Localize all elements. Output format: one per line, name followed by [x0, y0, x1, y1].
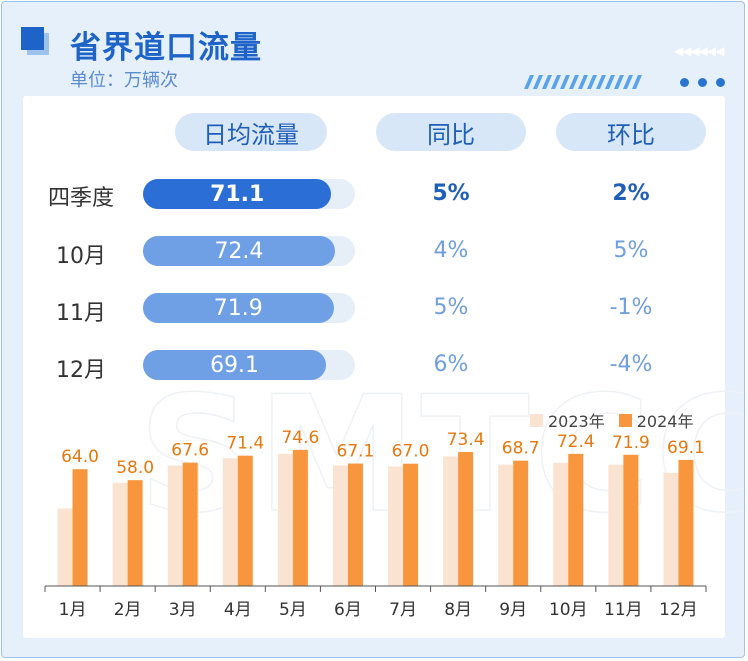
page-title: 省界道口流量	[70, 30, 262, 66]
row-bar-dec: 69.1	[143, 350, 327, 380]
watermark: SMTCC	[137, 360, 745, 549]
legend-label-2024: 2024年	[636, 412, 694, 431]
row-bar-q4: 71.1	[143, 179, 332, 209]
dots-decoration-icon	[680, 78, 725, 87]
row-bar-track: 69.1	[143, 350, 355, 380]
square-logo-icon	[21, 27, 49, 55]
row-label-dec: 12月	[56, 358, 106, 383]
row-yoy-dec: 6%	[433, 352, 469, 377]
row-bar-track: 72.4	[143, 236, 355, 266]
row-bar-nov: 71.9	[143, 293, 334, 323]
unit-label: 单位：万辆次	[70, 70, 178, 91]
row-mom-dec: -4%	[609, 352, 653, 377]
chevron-left-icon: ◀◀◀◀◀◀	[674, 44, 724, 58]
column-header-daily-flow: 日均流量	[175, 113, 327, 151]
row-label-q4: 四季度	[47, 186, 114, 211]
row-bar-track: 71.9	[143, 293, 355, 323]
row-mom-q4: 2%	[612, 181, 650, 206]
row-value: 72.4	[214, 238, 264, 264]
chart-legend: 2023年 2024年	[530, 408, 693, 432]
row-bar-oct: 72.4	[143, 236, 335, 266]
row-bar-track: 71.1	[143, 179, 355, 209]
legend-swatch-2024	[618, 413, 632, 427]
row-yoy-q4: 5%	[432, 181, 470, 206]
legend-swatch-2023	[530, 413, 543, 427]
row-label-oct: 10月	[56, 244, 106, 269]
row-label-nov: 11月	[56, 301, 106, 326]
row-value: 71.9	[213, 295, 263, 321]
row-mom-nov: -1%	[609, 295, 653, 320]
legend-label-2023: 2023年	[548, 412, 605, 431]
column-header-yoy: 同比	[376, 113, 526, 151]
row-yoy-oct: 4%	[433, 238, 469, 263]
row-mom-oct: 5%	[613, 238, 649, 263]
column-header-mom: 环比	[556, 113, 706, 151]
row-yoy-nov: 5%	[433, 295, 469, 320]
stripes-decoration-icon	[524, 75, 642, 89]
row-value: 71.1	[210, 181, 265, 207]
row-value: 69.1	[210, 352, 260, 378]
